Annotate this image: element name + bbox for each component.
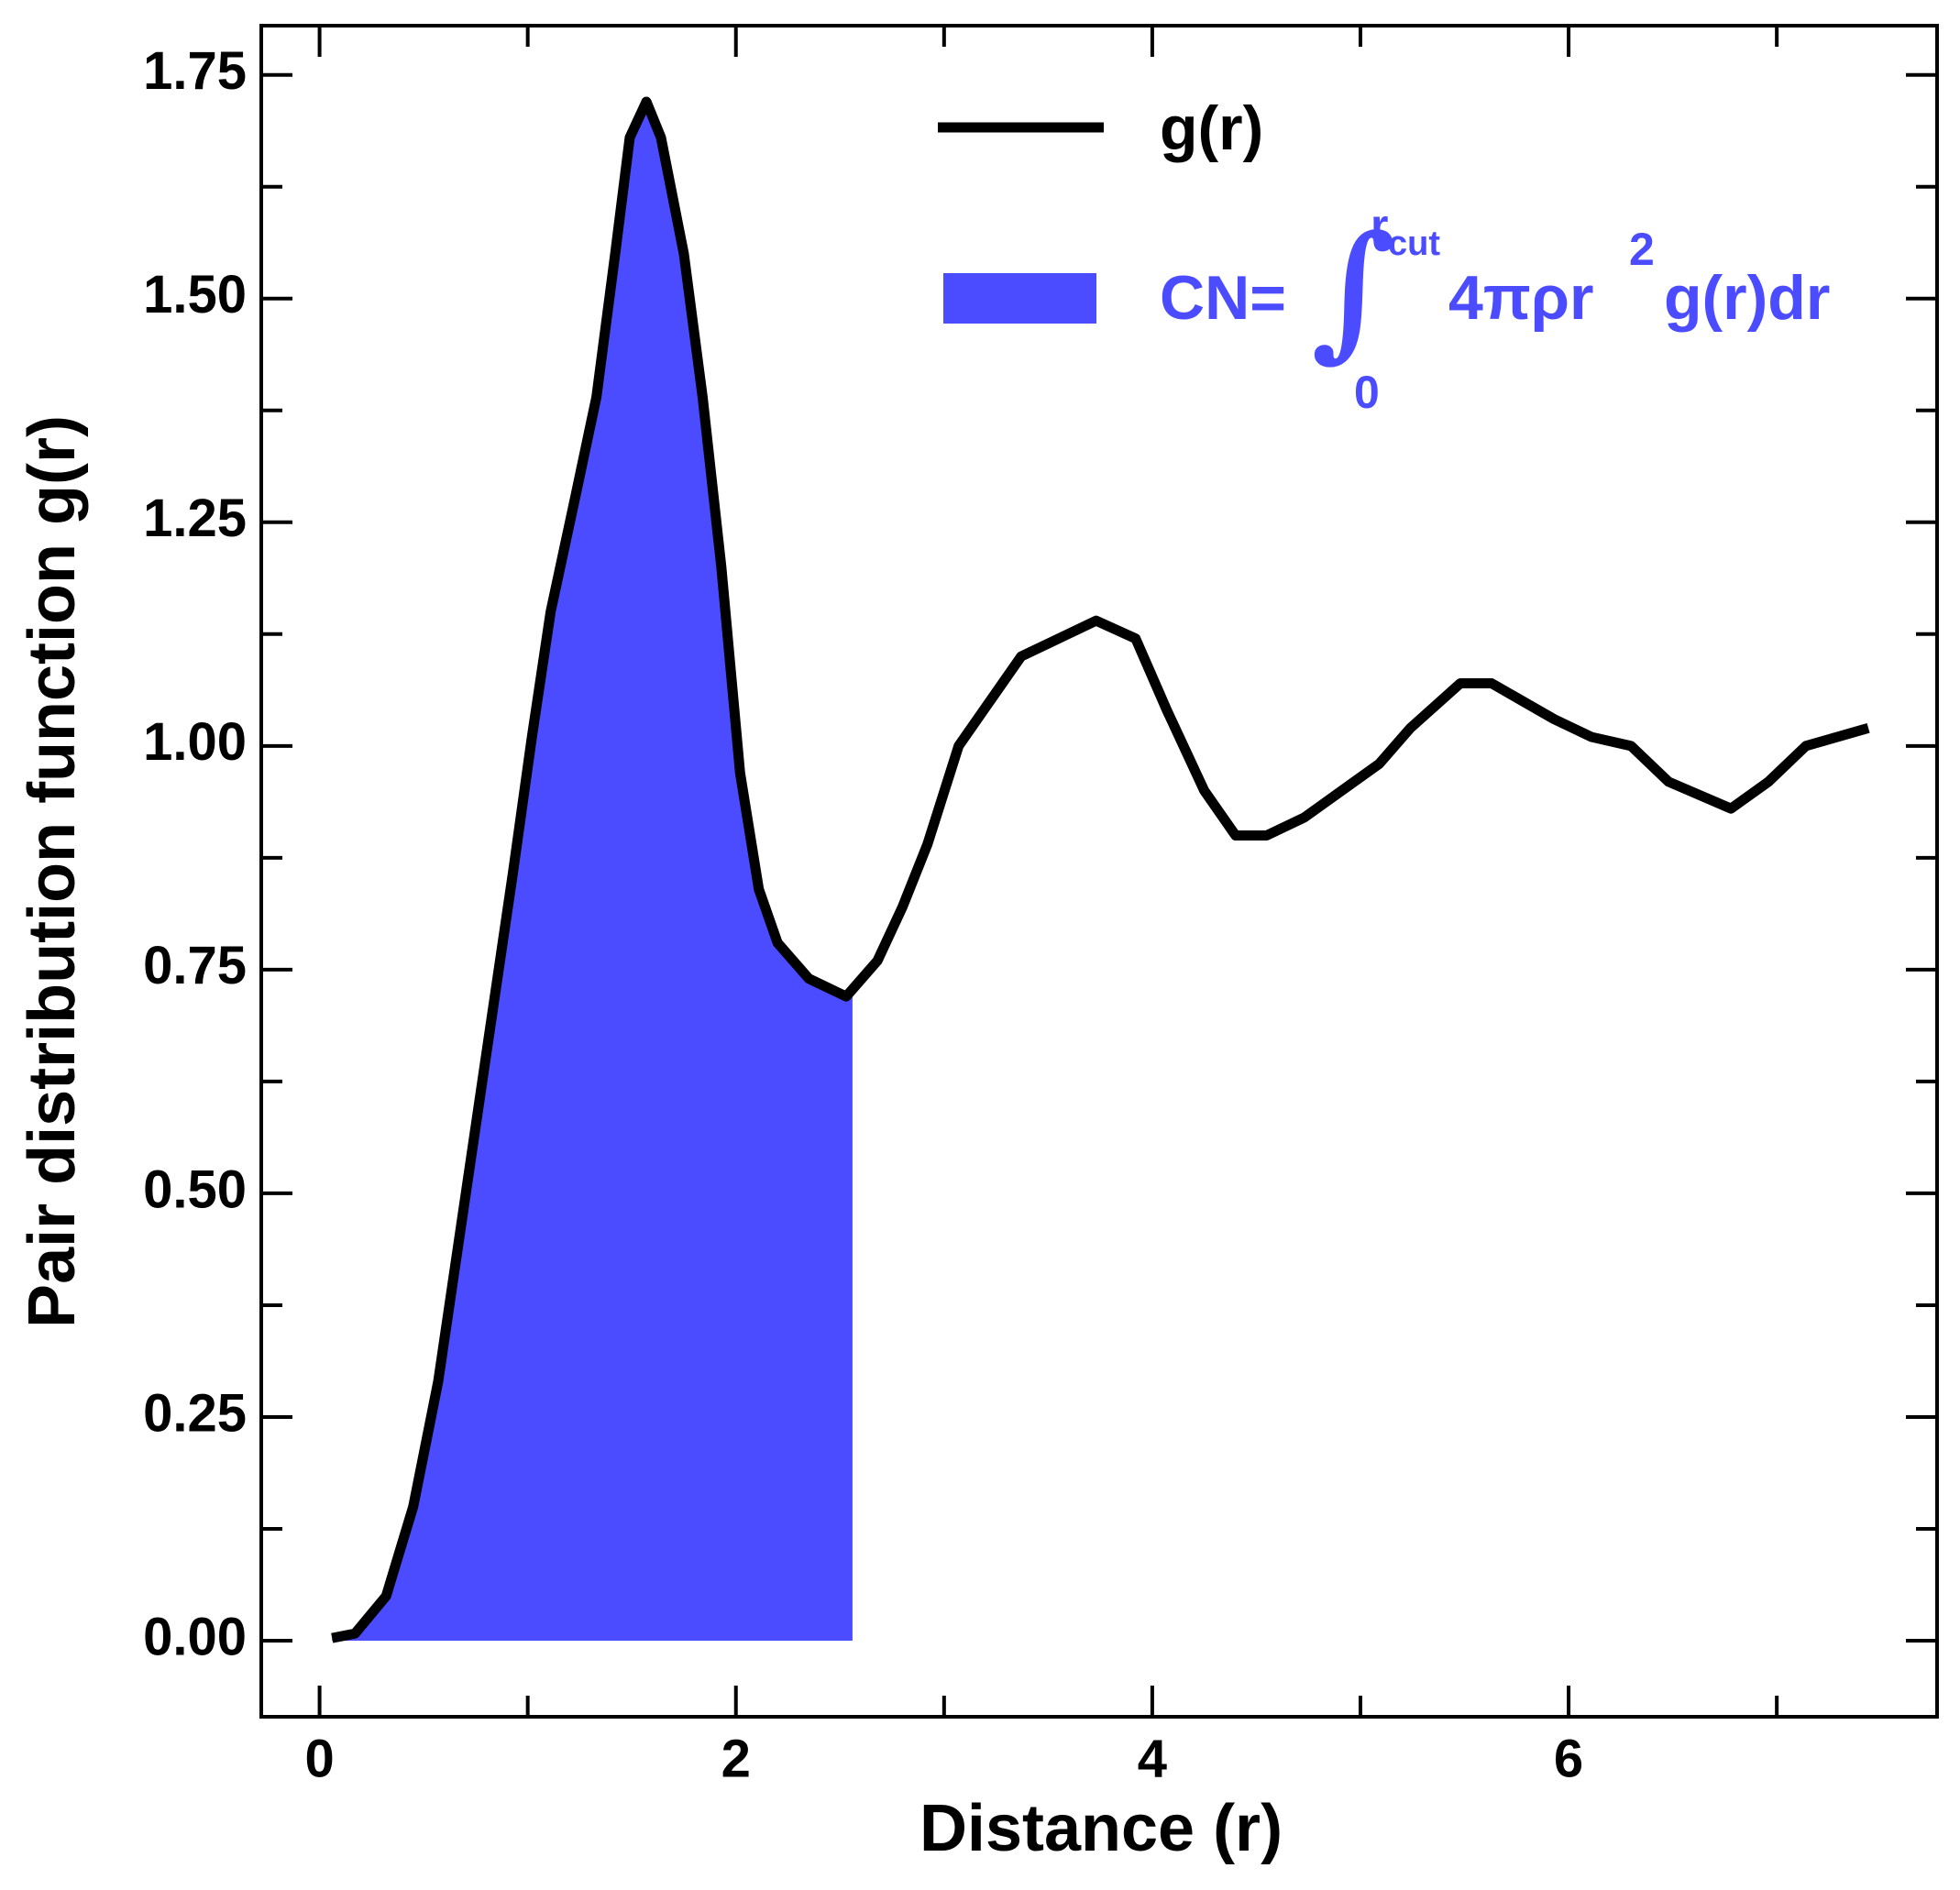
y-axis-label: Pair distribution function g(r) [16, 415, 89, 1328]
legend-label: g(r) [1160, 93, 1263, 163]
y-tick-label: 0.75 [143, 936, 247, 995]
x-tick-label: 2 [721, 1729, 751, 1788]
line [331, 96, 1870, 1643]
legend-formula: r [1371, 200, 1388, 251]
legend-formula: ∫ [1311, 203, 1396, 376]
x-tick-label: 0 [304, 1729, 334, 1788]
y-tick-label: 0.00 [143, 1607, 247, 1666]
legend-formula: g(r)dr [1664, 263, 1830, 333]
legend-formula: 2 [1629, 224, 1655, 275]
plot-frame [259, 24, 1939, 1719]
legend-formula: 0 [1354, 367, 1380, 418]
y-tick-label: 0.50 [143, 1159, 247, 1219]
x-axis-label: Distance (r) [919, 1792, 1283, 1865]
x-tick-label: 6 [1554, 1729, 1583, 1788]
legend-swatch [943, 273, 1096, 324]
y-tick-label: 1.50 [143, 265, 247, 324]
y-tick-label: 1.75 [143, 41, 247, 101]
cn-area [332, 101, 853, 1642]
x-tick-label: 4 [1138, 1729, 1167, 1788]
legend-formula: 4πρr [1448, 263, 1593, 333]
y-tick-label: 1.00 [143, 712, 247, 772]
y-tick-label: 0.25 [143, 1383, 247, 1443]
legend-formula: cut [1388, 225, 1440, 263]
y-tick-label: 1.25 [143, 489, 247, 548]
legend-formula: CN= [1160, 263, 1286, 333]
